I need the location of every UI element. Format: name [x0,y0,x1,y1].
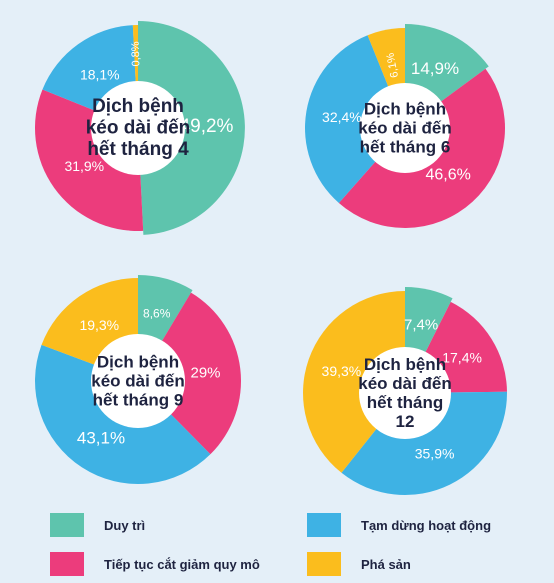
legend-item-pause: Tạm dừng hoạt động [307,513,491,537]
legend-item-maintain: Duy trì [50,513,145,537]
pie-label-bankrupt: 39,3% [322,363,362,379]
pie-center [360,83,450,173]
legend-label-maintain: Duy trì [104,517,146,533]
pie-slice-pause [305,35,405,204]
pie-center-label-line: 12 [396,412,415,431]
pie-center-label-line: hết tháng 4 [87,139,189,160]
pie-center-label-line: hết tháng [367,393,444,412]
pie-center-label-line: kéo dài đến [358,374,452,393]
pie-label-reduce: 29% [190,364,220,381]
pie-label-reduce: 46,6% [426,167,471,184]
pie-center-label-line: Dịch bệnh [364,100,446,119]
pie-slice-pause [341,391,507,495]
pie-chart-4: 7,4%17,4% 35,9% 39,3% Dịch bệnh kéo dài đến h… [303,287,507,495]
pie-center-label-line: kéo dài đến [86,118,191,139]
pie-center-label: Dịch bệnh kéo dài đến hết tháng 9 [91,353,185,410]
pie-slice-reduce [138,292,242,455]
pie-center [359,347,451,439]
pie-center-label: Dịch bệnh kéo dài đến hết tháng 6 [358,100,452,157]
legend-swatch-bankrupt [307,552,341,576]
pie-center-label: Dịch bệnh kéo dài đến hết tháng 4 [86,96,191,160]
pie-center [91,334,185,428]
pie-label-reduce: 31,9% [64,158,104,174]
pie-center-label-line: hết tháng 9 [93,391,184,410]
pie-center-label-line: Dịch bệnh [364,355,446,374]
pie-center-label-line: Dịch bệnh [92,96,184,117]
pie-label-bankrupt: 0,8% [130,41,143,67]
legend-item-reduce: Tiếp tục cắt giảm quy mô [50,552,260,576]
legend-label-bankrupt: Phá sản [361,556,411,572]
legend-item-bankrupt: Phá sản [307,552,411,576]
pie-center-label: Dịch bệnh kéo dài đến hết tháng 12 [358,355,452,431]
pie-chart-1: 49,2% 31,9% 18,1% 0,8% Dịch bệnh kéo dài đến h… [34,21,245,235]
pie-center-label-line: hết tháng 6 [360,138,451,157]
pie-label-bankrupt: 6,1% [384,52,401,79]
legend: Duy trì Tạm dừng hoạt động Tiếp tục cắt … [0,500,554,583]
legend-swatch-pause [307,513,341,537]
pie-label-maintain: 49,2% [180,116,234,137]
pie-label-maintain: 8,6% [143,307,171,321]
pie-slice-maintain [138,21,245,235]
pie-center-label-line: kéo dài đến [91,372,185,391]
legend-swatch-maintain [50,513,84,537]
legend-label-pause: Tạm dừng hoạt động [361,517,492,533]
pie-chart-3: 8,6% 29% 43,1% 19,3% Dịch bệnh kéo dài đến hết… [35,275,242,484]
legend-swatch-reduce [50,552,84,576]
pie-label-pause: 32,4% [322,109,362,125]
pie-label-maintain: 7,4% [404,316,438,333]
pie-label-bankrupt: 19,3% [79,317,119,333]
pie-charts-canvas: 49,2%31,9%18,1%0,8%Dịch bệnh kéo dài đến h… [34,21,507,495]
pie-label-pause: 43,1% [77,429,125,448]
pie-slice-bankrupt [303,291,405,473]
pie-label-reduce: 17,4% [442,349,482,365]
legend-label-reduce: Tiếp tục cắt giảm quy mô [104,556,260,572]
pie-label-maintain: 14,9% [411,59,459,78]
pie-chart-2: 14,9% 46,6% 32,4% 6,1% Dịch bệnh kéo dài đến h… [305,24,506,228]
pie-center [91,81,185,175]
pie-center-label-line: kéo dài đến [358,119,452,138]
pie-center-label-line: Dịch bệnh [97,353,179,372]
pie-label-pause: 18,1% [80,66,120,82]
pie-label-pause: 35,9% [415,446,455,462]
